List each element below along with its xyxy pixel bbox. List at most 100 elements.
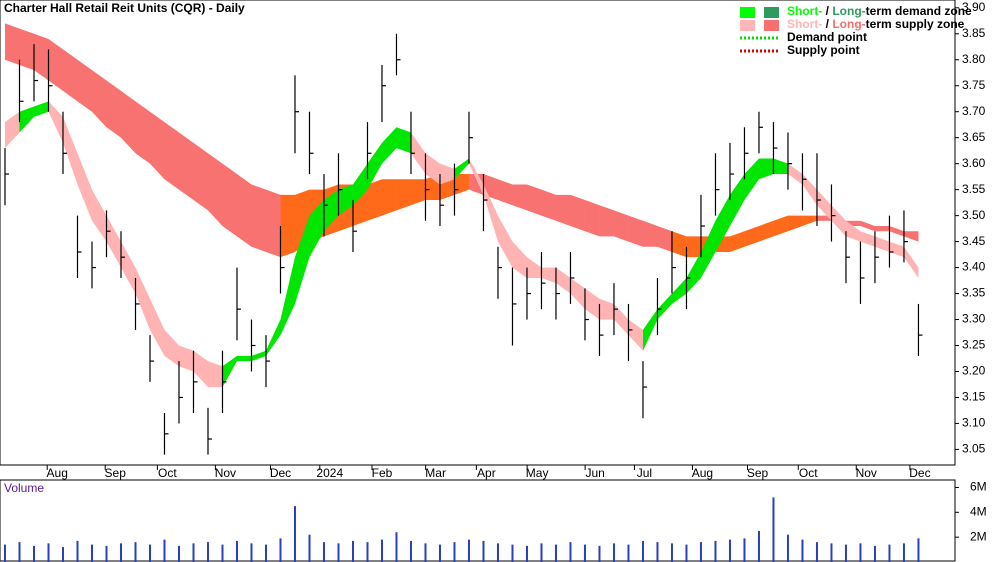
zone-segment [34,33,49,81]
volume-bar [511,544,514,562]
legend-text: Short- [787,4,822,18]
volume-bar [554,544,557,562]
zone-segment [62,116,78,185]
zone-segment [526,257,542,278]
x-tick-label: Jun [585,466,604,480]
volume-bar [757,530,760,562]
volume-bar [264,544,267,562]
zone-segment [135,267,150,330]
volume-bar [627,544,630,562]
volume-bar [685,544,688,562]
zone-segment [265,189,281,258]
y-tick-label: 3.90 [962,0,986,14]
volume-bar [612,543,615,562]
zone-segment [91,189,107,242]
zone-segment [91,70,107,128]
x-tick-label: Apr [477,466,496,480]
volume-bars [4,497,920,562]
y-tick-label: 3.20 [962,364,986,378]
y-tick-label: 3.70 [962,104,986,118]
zone-segment [19,106,35,133]
volume-bar [47,543,50,562]
zone-segment [642,309,658,351]
x-tick-label: Jul [637,466,652,480]
zone-segment [309,200,324,258]
x-tick-label: Nov [215,466,236,480]
zone-segment [410,179,426,206]
zone-segment [845,220,861,242]
zone-segment [410,132,426,175]
volume-panel [0,479,956,562]
zone-segment [671,277,687,304]
y-tick-label: 3.55 [962,182,986,196]
zone-segment [802,174,817,206]
y-tick-label: 3.30 [962,312,986,326]
volume-bar [76,540,79,562]
zone-segment [512,184,527,211]
zone-segment [831,205,846,237]
y-tick-label: 3.60 [962,156,986,170]
zone-segment [802,215,817,227]
volume-bar [438,544,441,562]
y-tick-label: 3.35 [962,286,986,300]
volume-bar [177,545,180,562]
zone-segment [106,215,121,268]
legend-label: Demand point [787,30,867,44]
volume-bar [598,545,601,562]
zone-segment [106,80,121,138]
legend-swatch [764,7,779,18]
zone-segment [77,59,92,112]
volume-bar [873,545,876,562]
zone-segment [381,179,397,216]
x-tick-label: Dec [270,466,291,480]
zone-segment [48,38,63,91]
zone-segment [178,345,194,372]
x-tick-label: Nov [856,466,877,480]
zone-segment [454,158,469,180]
axes: 3.05 3.10 3.15 3.20 3.25 3.30 3.35 3.40 3.45 3.50… [47,0,987,543]
volume-bar [641,540,644,562]
volume-bar [540,543,543,562]
volume-bar [119,543,122,562]
zone-segment [657,293,672,320]
zone-segment [555,267,571,294]
x-tick-label: Oct [799,466,818,480]
zone-segment [5,23,20,65]
zone-segment [236,174,252,247]
zone-segment [222,163,237,237]
zone-segment [178,132,194,201]
volume-label: Volume [4,481,44,495]
volume-bar [496,543,499,562]
zone-segment [758,158,774,180]
volume-bar [424,543,427,562]
legend-label: Short- / Long-term demand zone [787,4,972,18]
zone-segment [686,236,701,258]
volume-bar [134,542,137,562]
zone-segment [381,127,397,164]
zone-segment [338,184,353,216]
x-tick-label: Sep [105,466,127,480]
zone-segment [164,122,179,190]
legend-text: Long- [832,4,865,18]
x-tick-label: 2024 [316,466,343,480]
y-tick-label: 3.10 [962,416,986,430]
volume-bar [105,545,108,562]
zone-segment [715,194,730,252]
volume-bar [830,543,833,562]
zone-segment [787,163,803,185]
volume-bar [670,543,673,562]
x-tick-label: Dec [909,466,930,480]
zone-segment [744,158,759,201]
zone-segment [584,288,600,320]
legend-text: / [822,4,832,18]
legend-swatch [740,7,755,18]
volume-bar [786,534,789,562]
x-tick-label: Mar [425,466,446,480]
zone-segment [193,142,208,211]
zone-segment [280,194,295,258]
zone-segment [323,189,339,232]
volume-bar [656,542,659,562]
zone-segment [628,319,643,351]
legend-text: term demand zone [866,4,972,18]
zone-segment [367,179,382,221]
